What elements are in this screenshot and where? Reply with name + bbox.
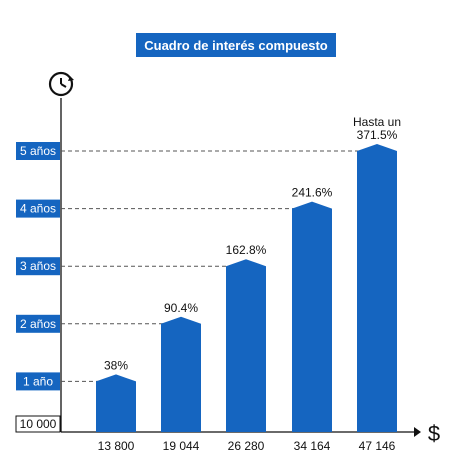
- data-label: 38%: [104, 358, 128, 372]
- x-tick-label: 19 044: [163, 439, 200, 453]
- data-labels: 38% 90.4% 162.8% 241.6% Hasta un 371.5%: [104, 115, 401, 372]
- bars: [96, 144, 397, 432]
- x-tick-label: 26 280: [228, 439, 265, 453]
- y-tick-box: [16, 372, 60, 391]
- clock-history-icon: [48, 71, 74, 97]
- y-tick-labels: 1 año 2 años 3 años 4 años 5 años: [16, 142, 60, 391]
- y-tick-box: [16, 257, 60, 276]
- data-label: 90.4%: [164, 301, 198, 315]
- y-tick-box: [16, 142, 60, 160]
- bar: [357, 144, 397, 432]
- bar: [96, 374, 136, 432]
- data-label: 162.8%: [226, 243, 267, 257]
- chart-title: Cuadro de interés compuesto: [136, 33, 336, 57]
- bar: [292, 201, 332, 432]
- y-tick-box: [16, 199, 60, 218]
- y-tick-label: 5 años: [20, 144, 56, 158]
- x-unit-label: $: [428, 421, 440, 446]
- y-tick-label: 1 año: [23, 374, 53, 388]
- bar: [226, 259, 266, 432]
- data-label: Hasta un 371.5%: [353, 115, 401, 142]
- x-tick-label: 13 800: [98, 439, 135, 453]
- x-axis-arrow: [414, 427, 421, 437]
- x-tick-label: 34 164: [294, 439, 331, 453]
- chart-title-box: [136, 33, 336, 57]
- y-base-label-text: 10 000: [20, 417, 57, 431]
- y-tick-box: [16, 314, 60, 333]
- bar: [161, 316, 201, 432]
- y-base-label: 10 000: [15, 415, 61, 433]
- x-tick-labels: 13 800 19 044 26 280 34 164 47 146: [98, 439, 396, 453]
- y-tick-label: 2 años: [20, 317, 56, 331]
- y-tick-label: 3 años: [20, 259, 56, 273]
- data-label: 241.6%: [292, 186, 333, 200]
- chart-title-text: Cuadro de interés compuesto: [144, 38, 328, 53]
- x-tick-label: 47 146: [359, 439, 396, 453]
- y-tick-label: 4 años: [20, 202, 56, 216]
